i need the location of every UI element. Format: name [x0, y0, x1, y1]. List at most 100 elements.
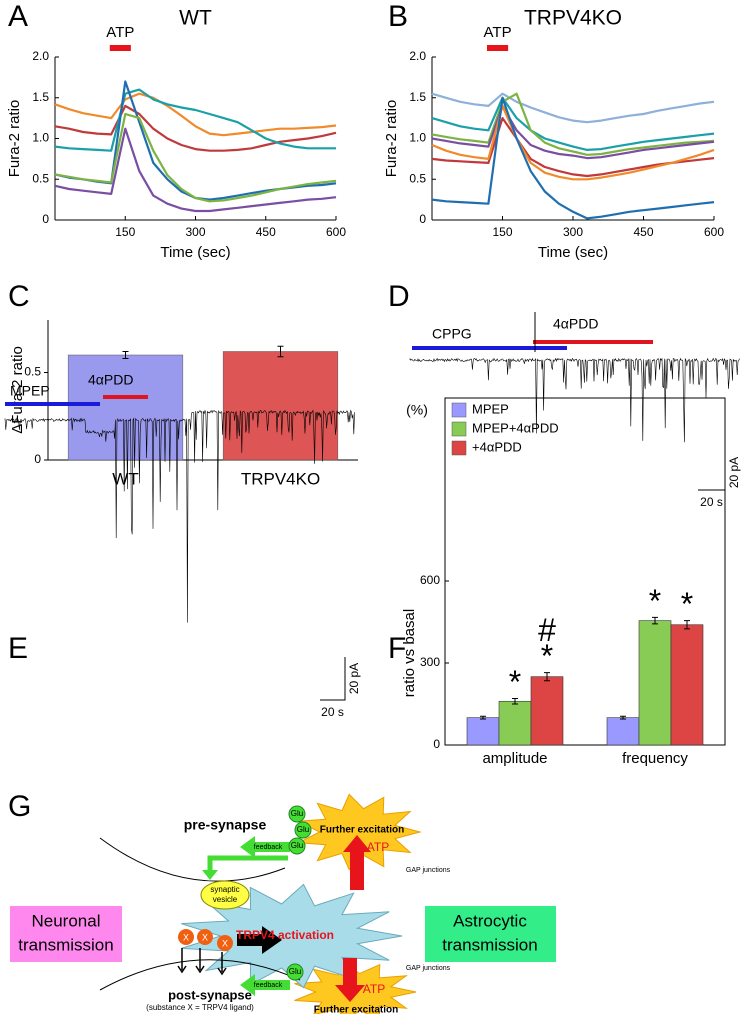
- chart-title: TRPV4KO: [524, 7, 622, 30]
- x-axis-label: Time (sec): [538, 244, 608, 261]
- protocol-bar: [103, 395, 148, 399]
- astrocytic-label: Astrocytic: [453, 911, 527, 930]
- scale-label: 20 s: [700, 495, 723, 509]
- series-line: [431, 96, 715, 151]
- excitation-label: Further excitation: [320, 825, 404, 836]
- legend-swatch: [451, 440, 467, 456]
- glu-label: Glu: [289, 967, 301, 976]
- error-bar: [480, 715, 486, 720]
- post-synapse-label: post-synapse: [168, 987, 252, 1002]
- y-axis-label: Fura-2 ratio: [383, 100, 400, 178]
- y-tick-label: 1.0: [32, 131, 49, 145]
- atp-arrow: [335, 958, 365, 1002]
- series-line: [54, 88, 336, 152]
- bar: [498, 700, 532, 746]
- y-tick-label: 1.5: [32, 90, 49, 104]
- bar: [466, 717, 500, 746]
- glu-label: Glu: [291, 809, 303, 818]
- feedback-label: feedback: [254, 844, 283, 851]
- x-tick-label: 300: [563, 225, 583, 239]
- series-line: [431, 92, 715, 156]
- error-bar: [684, 620, 690, 630]
- trpv4-label: TRPV4 activation: [236, 928, 334, 942]
- protocol-label: CPPG: [432, 326, 472, 342]
- bar: [670, 624, 704, 746]
- protocol-bar: [412, 346, 567, 350]
- error-bar: [512, 698, 518, 705]
- series-line: [54, 104, 337, 152]
- release-arrow: [177, 965, 227, 976]
- x-tick-label: WT: [112, 469, 138, 488]
- scale-label: 20 s: [321, 705, 344, 719]
- x-tick-label: 450: [256, 225, 276, 239]
- glu: [288, 837, 306, 855]
- panel-label: C: [8, 280, 30, 313]
- y-axis-label: ratio vs basal: [401, 609, 418, 697]
- error-bar: [122, 351, 129, 359]
- y-axis-label: Fura-2 ratio: [6, 100, 23, 178]
- gap-label: GAP junctions: [406, 965, 451, 972]
- vesicle-label: vesicle: [213, 895, 238, 904]
- glu-label: Glu: [291, 841, 303, 850]
- series-line: [431, 104, 715, 160]
- pre-synapse-label: pre-synapse: [184, 817, 267, 833]
- legend-label: +4αPDD: [472, 439, 522, 454]
- legend-swatch: [451, 402, 467, 418]
- scale-bar: [698, 455, 726, 491]
- error-bar: [620, 715, 626, 720]
- y-tick-label: 0: [34, 452, 41, 466]
- x-tick-label: 450: [633, 225, 653, 239]
- bar: [530, 676, 564, 746]
- x-tick-label: 150: [115, 225, 135, 239]
- y-tick-label: 600: [420, 573, 440, 587]
- x-tick-label: frequency: [622, 750, 688, 767]
- ligand-label: X: [202, 932, 208, 942]
- glu: [294, 821, 312, 839]
- unit-label: (%): [406, 402, 428, 418]
- feedback-arrow: [240, 836, 290, 858]
- feedback-arrow: [202, 870, 218, 880]
- y-tick-label: 0.5: [32, 171, 49, 185]
- panel-label: G: [8, 790, 31, 823]
- feedback-arrow: [207, 855, 288, 872]
- series-line: [431, 92, 715, 124]
- y-tick-label: 0: [433, 737, 440, 751]
- ligand: [178, 929, 194, 945]
- astrocytic-box: [425, 906, 556, 962]
- y-tick-label: 0.5: [409, 171, 426, 185]
- feedback-arrow: [240, 974, 290, 996]
- significance-marker: *: [541, 638, 553, 674]
- excitation-label: Further excitation: [314, 1005, 398, 1014]
- error-bar: [652, 616, 658, 625]
- significance-marker: #: [538, 612, 556, 648]
- panel-label: B: [388, 0, 408, 33]
- protocol-bar: [5, 402, 100, 406]
- stimulus-bar: [486, 45, 509, 51]
- legend-swatch: [451, 421, 467, 437]
- bar: [638, 620, 672, 746]
- series-line: [431, 104, 715, 181]
- y-tick-label: 0: [419, 212, 426, 226]
- y-axis-label: ΔFura-2 ratio: [9, 346, 26, 434]
- astrocytic-label: transmission: [442, 935, 537, 954]
- ligand: [217, 935, 233, 951]
- y-tick-label: 2.0: [32, 49, 49, 63]
- protocol-bar: [533, 340, 653, 344]
- feedback-label: feedback: [254, 982, 283, 989]
- scale-label: 20 pA: [347, 663, 361, 694]
- y-tick-label: 1.5: [409, 90, 426, 104]
- atp-arrow: [343, 835, 371, 890]
- x-axis-label: Time (sec): [160, 244, 230, 261]
- error-bar: [544, 672, 550, 682]
- x-tick-label: 300: [185, 225, 205, 239]
- y-tick-label: 0: [42, 212, 49, 226]
- ligand-label: X: [183, 932, 189, 942]
- vesicle: [200, 880, 250, 910]
- protocol-label: 4αPDD: [88, 372, 133, 388]
- scale-label: 20 pA: [727, 457, 741, 488]
- release-arrow: [181, 948, 223, 972]
- series-line: [54, 127, 337, 213]
- glu: [286, 963, 304, 981]
- current-trace: [4, 409, 355, 623]
